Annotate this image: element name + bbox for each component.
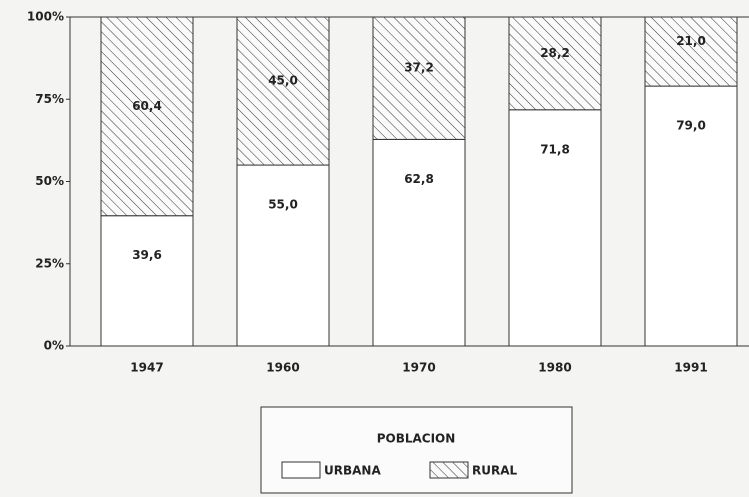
value-label: 28,2	[540, 46, 570, 60]
value-label: 71,8	[540, 142, 570, 156]
value-label: 21,0	[676, 34, 706, 48]
legend-label: RURAL	[472, 464, 518, 478]
x-tick-label: 1991	[674, 361, 707, 375]
value-label: 45,0	[268, 74, 298, 88]
legend-box	[260, 406, 573, 494]
value-label: 79,0	[676, 119, 706, 133]
bar-segment	[644, 16, 738, 87]
value-label: 37,2	[404, 61, 434, 75]
y-tick-label: 0%	[44, 339, 64, 353]
y-tick-label: 25%	[35, 256, 64, 270]
bar-segment	[236, 16, 330, 166]
legend-swatch	[281, 461, 321, 479]
x-tick-label: 1980	[538, 361, 571, 375]
bar-segment	[372, 16, 466, 140]
bar-segment	[100, 16, 194, 217]
value-label: 62,8	[404, 172, 434, 186]
bar-segment	[508, 16, 602, 111]
y-tick-label: 50%	[35, 174, 64, 188]
bar-segment	[508, 109, 602, 347]
y-tick-label: 75%	[35, 92, 64, 106]
value-label: 60,4	[132, 99, 162, 113]
value-label: 55,0	[268, 198, 298, 212]
y-tick-label: 100%	[27, 10, 64, 24]
x-tick-label: 1960	[266, 361, 299, 375]
bar-segment	[372, 138, 466, 347]
bar-segment	[236, 164, 330, 347]
legend-label: URBANA	[324, 464, 381, 478]
legend-title: POBLACION	[377, 432, 456, 446]
x-tick-label: 1947	[130, 361, 163, 375]
legend-swatch	[429, 461, 469, 479]
bar-segment	[100, 215, 194, 347]
x-tick-label: 1970	[402, 361, 435, 375]
value-label: 39,6	[132, 248, 162, 262]
bar-segment	[644, 85, 738, 347]
